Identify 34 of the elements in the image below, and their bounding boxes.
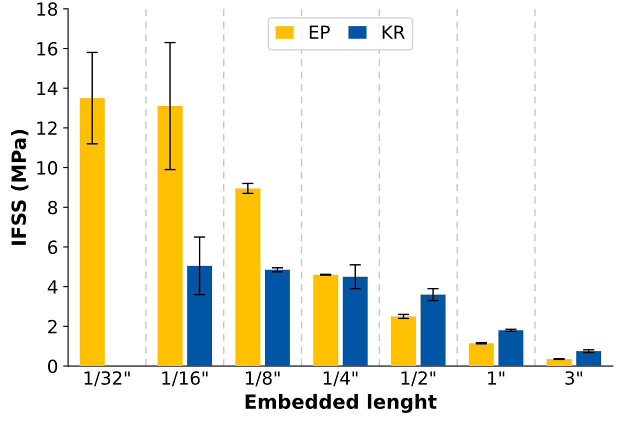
- bar: [498, 330, 524, 366]
- y-tick-label: 2: [48, 320, 57, 334]
- x-tick-label: 1/2": [402, 371, 436, 386]
- y-tick-label: 14: [37, 82, 58, 96]
- bar: [187, 266, 212, 366]
- bar: [158, 106, 182, 366]
- bar: [391, 316, 416, 366]
- bar: [80, 98, 105, 366]
- y-tick-label: 10: [37, 161, 58, 175]
- x-tick-label: 3": [565, 371, 582, 385]
- bar: [342, 276, 368, 366]
- bar: [546, 359, 572, 366]
- legend-label: KR: [382, 26, 405, 39]
- y-tick-label: 16: [37, 42, 58, 56]
- x-axis-title: Embedded lenght: [246, 394, 437, 413]
- bar: [420, 294, 446, 366]
- bar: [264, 270, 290, 366]
- x-tick-label: 1/4": [324, 371, 358, 386]
- y-tick-label: 8: [48, 200, 58, 214]
- y-tick-label: 0: [48, 359, 58, 374]
- x-tick-label: 1": [488, 371, 504, 385]
- y-tick-label: 6: [48, 240, 58, 254]
- y-tick-label: 12: [37, 121, 57, 135]
- y-tick-label: 4: [48, 280, 58, 294]
- bar: [468, 343, 494, 366]
- x-tick-label: 1/16": [162, 371, 208, 386]
- x-tick-label: 1/8": [246, 371, 280, 386]
- legend-label: EP: [310, 26, 330, 39]
- y-tick-label: 18: [37, 2, 58, 16]
- bar: [313, 274, 338, 366]
- x-tick-label: 1/32": [84, 371, 130, 386]
- y-axis-title: IFSS (MPa): [11, 130, 28, 245]
- bar: [576, 351, 602, 366]
- bar: [235, 188, 260, 366]
